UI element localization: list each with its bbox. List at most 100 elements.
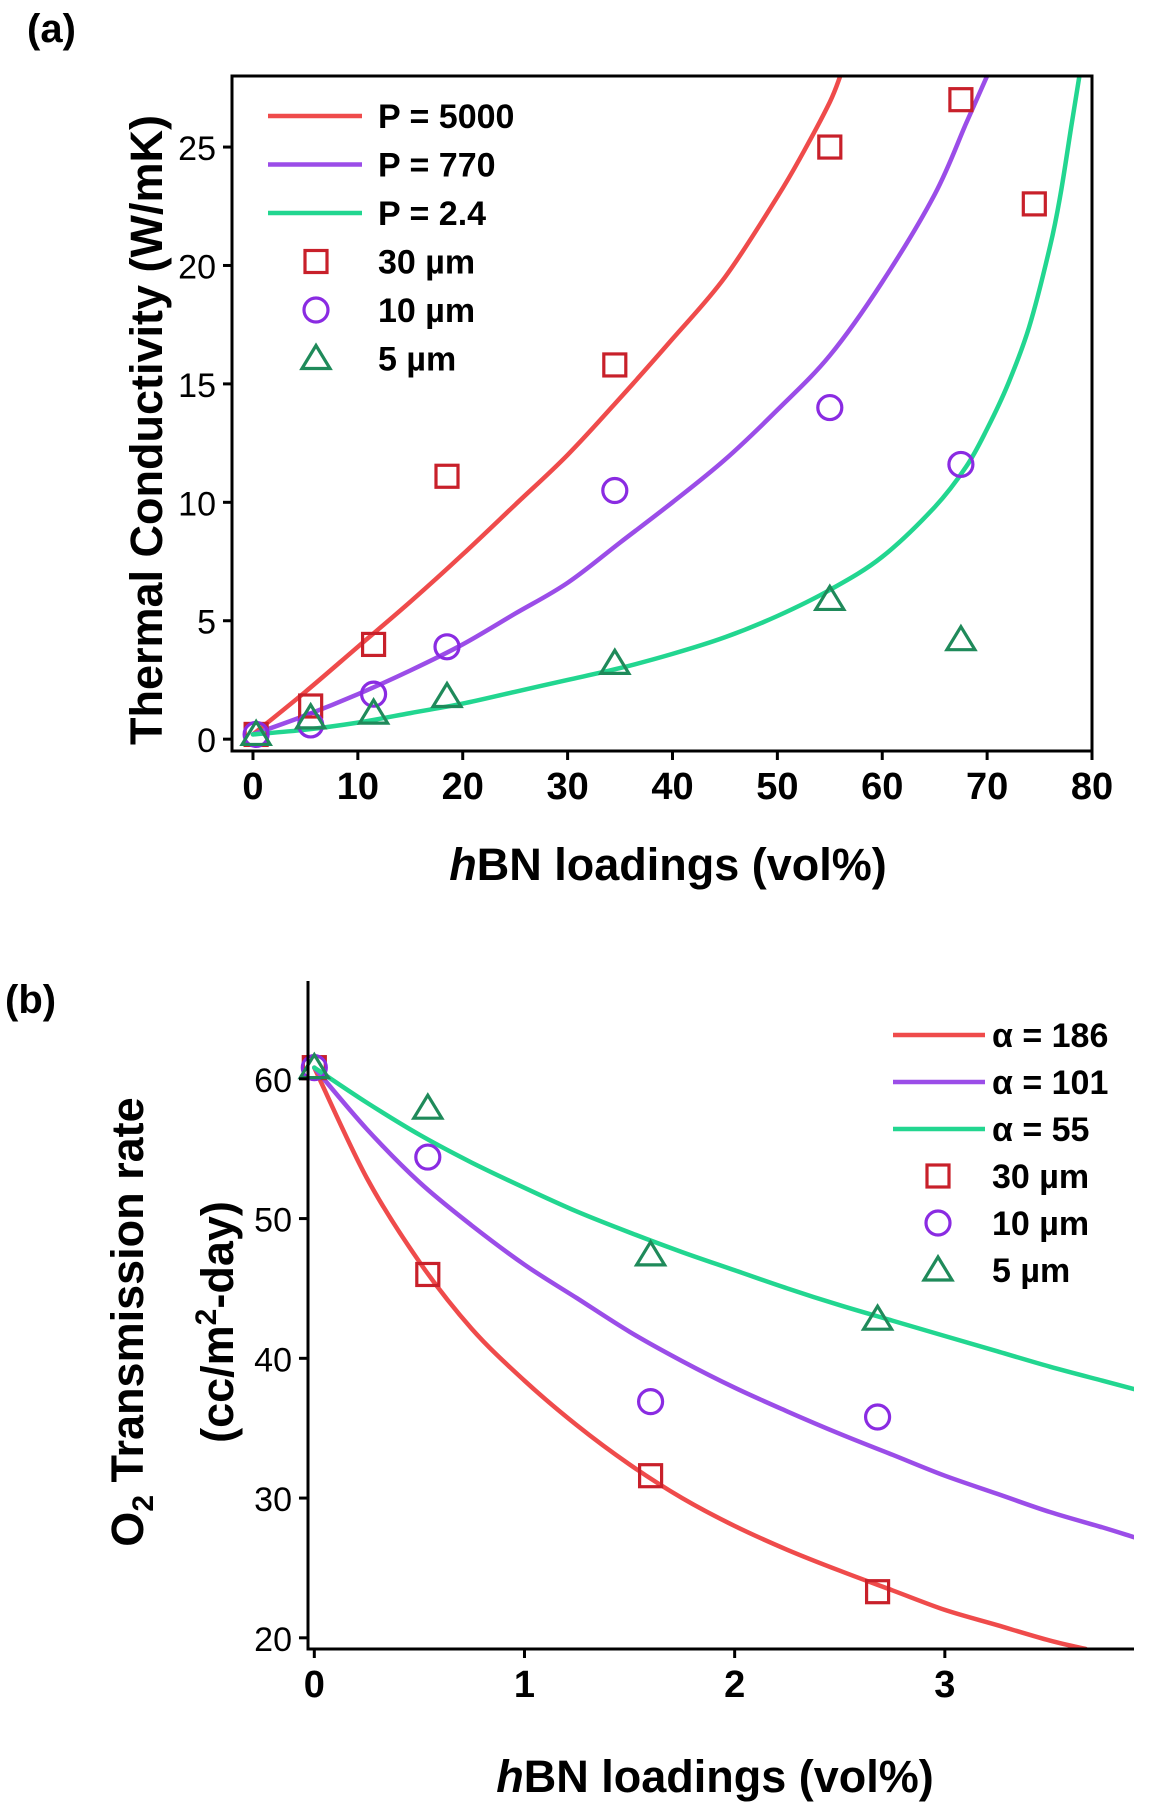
b-x-tick-label-2: 2 [724,1664,745,1706]
b-legend-label-10-um: 10 µm [992,1205,1089,1243]
b-y-tick-label-30: 30 [254,1481,292,1519]
a-legend-label-10-um: 10 µm [378,292,475,330]
a-y-tick-label-20: 20 [178,248,216,286]
a-y-tick-label-5: 5 [197,604,216,642]
panel-b-x-axis-title-italic: h [496,1751,524,1802]
a-legend-label-5-um: 5 µm [378,341,456,379]
b-x-tick-label-3: 3 [934,1664,955,1706]
a-point-30-um-1 [298,693,324,719]
a-legend-marker-5-um [299,342,333,371]
b-y-tick-label-20: 20 [254,1621,292,1659]
a-legend-label-p-2-4: P = 2.4 [378,195,486,233]
a-legend-marker-30-um [303,248,329,275]
b-y-tick-label-50: 50 [254,1202,292,1240]
panel-a: (a) Thermal Conductivity (W/mK) hBN load… [27,7,1113,890]
panel-b-legend: α = 186 α = 101 α = 55 30 µm 10 µm 5 µm [893,1017,1108,1290]
b-fit-line-alpha-101 [312,1065,1134,1540]
a-legend-marker-10-um [302,296,330,324]
a-point-30-um-3 [434,463,460,489]
panel-a-label: (a) [27,7,76,51]
panel-b-y-title2-sup: 2 [190,1309,223,1326]
a-point-5-um-5 [812,583,847,612]
a-point-30-um-6 [948,87,974,113]
panel-a-x-axis-title-rest: BN loadings (vol%) [477,839,887,890]
b-legend-label-alpha-186: α = 186 [992,1017,1108,1055]
a-point-5-um-3 [430,680,464,709]
a-x-tick-label-0: 0 [242,766,263,808]
b-point-5-um-2 [633,1238,668,1267]
a-x-tick-label-30: 30 [546,766,588,808]
b-y-tick-label-40: 40 [254,1341,292,1379]
a-x-tick-label-40: 40 [651,766,693,808]
b-legend-label-alpha-55: α = 55 [992,1111,1089,1149]
panel-a-x-axis-title-italic: h [449,839,477,890]
b-point-10-um-1 [414,1143,442,1171]
panel-b-y-title2-pre: (cc/m [192,1325,243,1443]
b-x-tick-label-1: 1 [514,1664,535,1706]
panel-b-label: (b) [5,978,56,1022]
panel-a-x-axis-title: hBN loadings (vol%) [449,839,887,890]
a-point-5-um-6 [944,623,978,652]
panel-a-legend: P = 5000 P = 770 P = 2.4 30 µm 10 µm 5 µm [268,98,514,379]
b-axes-frame [306,981,1134,1651]
a-y-tick-label-15: 15 [178,367,216,405]
b-legend-marker-10-um [924,1209,952,1237]
panel-a-y-axis-title: Thermal Conductivity (W/mK) [121,115,172,745]
a-y-tick-label-25: 25 [178,130,216,168]
panel-a-axes: 0 10 20 30 40 50 60 70 80 0 5 10 15 20 25 [178,74,1113,808]
a-x-tick-label-70: 70 [966,766,1008,808]
a-legend-label-p-770: P = 770 [378,147,496,185]
a-point-30-um-7 [1021,191,1047,217]
b-x-tick-label-0: 0 [304,1664,325,1706]
panel-b-y-axis-title-line1: O2 Transmission rate [102,1097,160,1546]
a-point-10-um-6 [947,450,975,479]
a-point-10-um-4 [601,476,629,505]
a-x-tick-label-20: 20 [442,766,484,808]
panel-b-fit-curves [312,1065,1134,1649]
panel-b-y-title-rest: Transmission rate [102,1097,153,1495]
a-point-10-um-3 [433,633,461,661]
a-y-tick-label-10: 10 [178,485,216,523]
a-point-5-um-4 [597,647,632,675]
panel-b-y-axis-title-line2: (cc/m2-day) [190,1201,243,1443]
b-y-tick-label-60: 60 [254,1062,292,1100]
panel-b-x-axis-title-rest: BN loadings (vol%) [524,1751,934,1802]
b-fit-line-alpha-186 [312,1065,1088,1649]
b-fit-line-alpha-55 [312,1065,1134,1392]
a-x-tick-label-60: 60 [861,766,903,808]
b-legend-marker-30-um [925,1163,951,1189]
a-point-10-um-5 [816,393,844,422]
b-point-5-um-1 [410,1092,445,1120]
a-legend-label-p-5000: P = 5000 [378,98,514,136]
panel-a-data-points [239,87,1047,749]
a-point-5-um-0 [239,718,273,747]
a-point-30-um-4 [602,352,628,378]
a-point-30-um-2 [360,631,387,658]
a-point-5-um-2 [356,697,391,725]
a-point-30-um-5 [817,134,843,160]
b-legend-label-30-um: 30 µm [992,1158,1089,1196]
a-x-tick-label-80: 80 [1071,766,1113,808]
b-point-5-um-3 [860,1303,895,1331]
a-point-5-um-1 [293,701,328,730]
b-legend-label-5-um: 5 µm [992,1252,1070,1290]
panel-b: (b) O2 Transmission rate (cc/m2-day) hBN… [5,978,1134,1802]
a-x-tick-label-10: 10 [337,766,379,808]
b-point-10-um-3 [863,1403,892,1431]
a-fit-line-p-770 [250,76,990,737]
b-point-30-um-1 [415,1261,441,1288]
panel-b-axes: 0 1 2 3 20 30 40 50 60 [254,981,1134,1706]
b-point-10-um-2 [636,1388,665,1416]
a-y-tick-label-0: 0 [197,722,216,760]
panel-b-y-title-o: O [102,1512,153,1547]
b-legend-marker-5-um [921,1253,955,1282]
a-x-tick-label-50: 50 [756,766,798,808]
a-point-10-um-2 [359,680,388,708]
panel-b-x-axis-title: hBN loadings (vol%) [496,1751,934,1802]
panel-b-y-title2-post: -day) [192,1201,243,1309]
b-point-30-um-2 [637,1463,664,1489]
panel-b-y-title-sub: 2 [127,1495,160,1512]
a-legend-label-30-um: 30 µm [378,244,475,282]
b-point-30-um-3 [864,1579,891,1605]
